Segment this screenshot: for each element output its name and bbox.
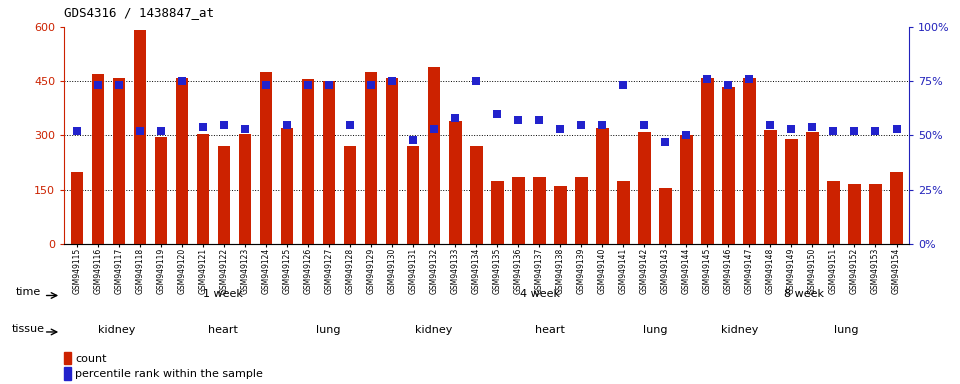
Point: [132, 128, 148, 134]
Bar: [176, 78, 188, 244]
Bar: [575, 177, 588, 244]
Point: [426, 126, 442, 132]
Bar: [806, 132, 819, 244]
Bar: [722, 86, 734, 244]
Point: [636, 121, 652, 127]
Bar: [344, 146, 356, 244]
Bar: [91, 74, 105, 244]
Bar: [260, 72, 273, 244]
Bar: [554, 186, 566, 244]
Point: [679, 132, 694, 139]
Point: [511, 117, 526, 123]
Text: tissue: tissue: [12, 323, 44, 334]
Point: [763, 121, 779, 127]
Bar: [112, 78, 125, 244]
Bar: [218, 146, 230, 244]
Point: [574, 121, 589, 127]
Bar: [197, 134, 209, 244]
Text: 8 week: 8 week: [783, 289, 824, 299]
Point: [300, 83, 316, 89]
Text: percentile rank within the sample: percentile rank within the sample: [75, 369, 263, 379]
Point: [721, 83, 736, 89]
Point: [69, 128, 84, 134]
Bar: [869, 184, 882, 244]
Bar: [71, 172, 84, 244]
Point: [343, 121, 358, 127]
Bar: [155, 137, 167, 244]
Point: [783, 126, 799, 132]
Bar: [701, 78, 713, 244]
Point: [175, 78, 190, 84]
Bar: [596, 128, 609, 244]
Text: kidney: kidney: [416, 325, 452, 335]
Point: [490, 111, 505, 117]
Point: [742, 76, 757, 82]
Text: heart: heart: [207, 325, 238, 335]
Text: lung: lung: [833, 325, 858, 335]
Point: [532, 117, 547, 123]
Bar: [469, 146, 483, 244]
Point: [111, 83, 127, 89]
Bar: [849, 184, 861, 244]
Point: [889, 126, 904, 132]
Text: 4 week: 4 week: [519, 289, 560, 299]
Point: [615, 83, 631, 89]
Point: [594, 121, 610, 127]
Bar: [638, 132, 651, 244]
Point: [447, 115, 463, 121]
Text: heart: heart: [535, 325, 565, 335]
Bar: [491, 180, 504, 244]
Bar: [617, 180, 630, 244]
Bar: [743, 78, 756, 244]
Bar: [680, 136, 693, 244]
Bar: [386, 78, 398, 244]
Bar: [323, 81, 335, 244]
Bar: [890, 172, 902, 244]
Text: GDS4316 / 1438847_at: GDS4316 / 1438847_at: [64, 6, 214, 19]
Point: [804, 124, 820, 130]
Bar: [785, 139, 798, 244]
Point: [847, 128, 862, 134]
Point: [868, 128, 883, 134]
Bar: [280, 128, 294, 244]
Bar: [512, 177, 524, 244]
Point: [322, 83, 337, 89]
Bar: [239, 134, 252, 244]
Point: [700, 76, 715, 82]
Point: [279, 121, 295, 127]
Point: [553, 126, 568, 132]
Bar: [365, 72, 377, 244]
Point: [90, 83, 106, 89]
Bar: [828, 180, 840, 244]
Bar: [64, 352, 71, 364]
Text: lung: lung: [643, 325, 668, 335]
Bar: [660, 188, 672, 244]
Text: count: count: [75, 354, 107, 364]
Point: [384, 78, 399, 84]
Bar: [407, 146, 420, 244]
Text: kidney: kidney: [722, 325, 758, 335]
Bar: [133, 30, 146, 244]
Point: [237, 126, 252, 132]
Bar: [301, 79, 314, 244]
Point: [826, 128, 841, 134]
Point: [195, 124, 210, 130]
Text: lung: lung: [316, 325, 341, 335]
Point: [154, 128, 169, 134]
Bar: [764, 130, 777, 244]
Bar: [428, 67, 441, 244]
Point: [364, 83, 379, 89]
Point: [258, 83, 274, 89]
Point: [658, 139, 673, 145]
Point: [216, 121, 231, 127]
Point: [468, 78, 484, 84]
Text: time: time: [16, 287, 41, 297]
Point: [405, 137, 420, 143]
Bar: [449, 121, 462, 244]
Bar: [533, 177, 545, 244]
Text: kidney: kidney: [99, 325, 135, 335]
Bar: [64, 367, 71, 380]
Text: 1 week: 1 week: [203, 289, 243, 299]
